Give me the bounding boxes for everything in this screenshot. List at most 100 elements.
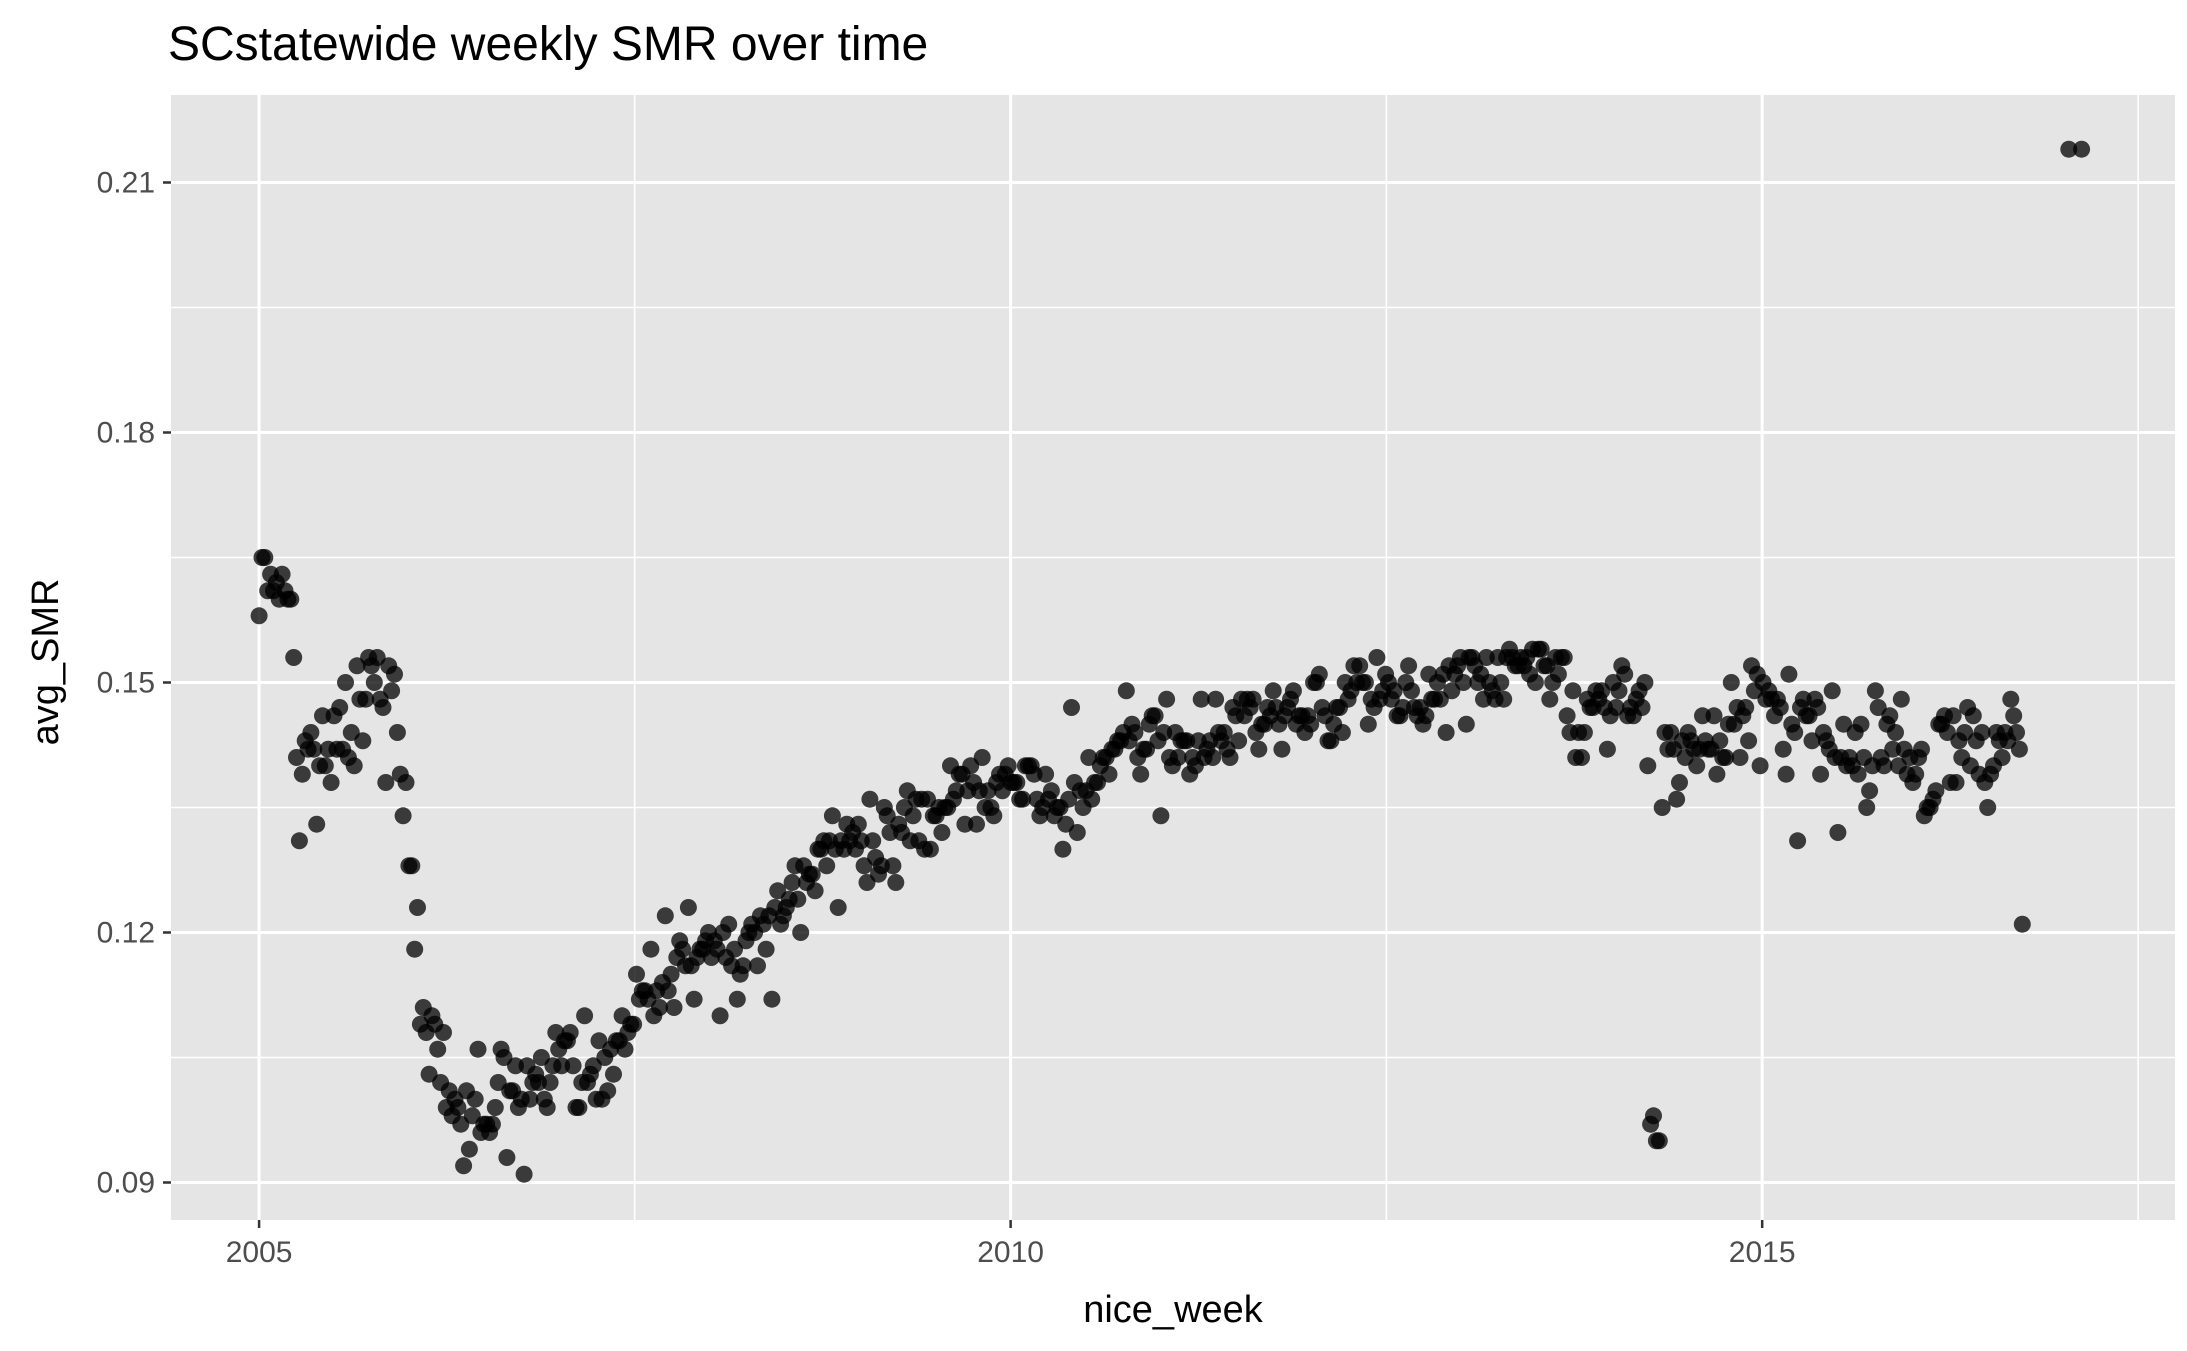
data-point xyxy=(1913,740,1930,758)
data-point xyxy=(1400,657,1418,675)
data-point xyxy=(290,832,308,850)
data-point xyxy=(1892,690,1910,708)
data-point xyxy=(642,940,660,958)
data-point xyxy=(1737,699,1755,716)
data-point xyxy=(1250,740,1268,758)
data-point xyxy=(1711,732,1729,750)
data-point xyxy=(968,815,985,833)
data-point xyxy=(331,699,349,716)
data-point xyxy=(1979,799,1997,816)
data-point xyxy=(1192,690,1210,708)
data-point xyxy=(1573,749,1590,766)
y-tick-label: 0.18 xyxy=(97,417,155,450)
data-point xyxy=(2008,724,2025,741)
data-point xyxy=(1273,740,1291,758)
data-point xyxy=(783,874,801,891)
data-point xyxy=(455,1157,473,1175)
data-point xyxy=(864,832,882,850)
data-point xyxy=(561,1024,579,1041)
data-point xyxy=(1564,682,1582,700)
data-point xyxy=(1368,649,1386,666)
data-point xyxy=(374,699,392,716)
data-point xyxy=(685,990,703,1008)
data-point xyxy=(1359,715,1377,733)
y-tick-label: 0.21 xyxy=(97,167,155,200)
data-point xyxy=(1907,765,1925,783)
data-point xyxy=(1688,757,1706,775)
data-point xyxy=(1117,682,1135,700)
data-point xyxy=(1774,740,1792,758)
data-point xyxy=(302,724,320,741)
data-point xyxy=(354,732,372,750)
data-point xyxy=(999,757,1017,775)
data-point xyxy=(538,1099,556,1116)
data-point xyxy=(377,774,395,791)
data-point xyxy=(599,1082,617,1100)
data-point xyxy=(1789,832,1807,850)
data-point xyxy=(1973,724,1991,741)
data-point xyxy=(1284,682,1302,700)
data-point xyxy=(861,790,879,808)
data-point xyxy=(1158,690,1176,708)
data-point xyxy=(1668,790,1686,808)
data-point xyxy=(1230,732,1248,750)
data-point xyxy=(1645,1107,1662,1125)
data-point xyxy=(515,1165,533,1183)
x-axis: 2005 2010 2015 xyxy=(226,1220,1796,1269)
data-point xyxy=(1549,665,1567,683)
data-point xyxy=(749,957,766,975)
x-tick-label: 2010 xyxy=(977,1236,1044,1269)
major-gridlines xyxy=(171,95,2175,1220)
data-point xyxy=(1639,757,1657,775)
data-point xyxy=(1054,840,1072,858)
y-axis: 0.09 0.12 0.15 0.18 0.21 xyxy=(97,167,171,1200)
plot-panel xyxy=(171,95,2175,1220)
y-axis-title: avg_SMR xyxy=(25,579,67,746)
data-point xyxy=(803,865,821,883)
data-point xyxy=(1650,1132,1668,1150)
data-point xyxy=(256,549,274,566)
data-point xyxy=(1927,782,1945,800)
data-point xyxy=(1777,765,1795,783)
data-point xyxy=(1403,682,1420,700)
data-point xyxy=(1944,707,1962,725)
data-point xyxy=(1244,690,1262,708)
data-point xyxy=(789,890,807,908)
x-tick-label: 2015 xyxy=(1729,1236,1796,1269)
data-point xyxy=(388,724,406,741)
data-point xyxy=(849,815,867,833)
data-point xyxy=(1636,674,1654,691)
data-point xyxy=(1008,774,1026,791)
x-tick-label: 2005 xyxy=(226,1236,293,1269)
data-point xyxy=(1858,799,1876,816)
data-point xyxy=(337,674,354,691)
data-point xyxy=(1063,699,1080,716)
data-point xyxy=(469,1040,487,1058)
data-point xyxy=(1492,674,1510,691)
data-point xyxy=(1708,765,1726,783)
data-point xyxy=(498,1149,516,1166)
data-point xyxy=(1823,682,1841,700)
data-point xyxy=(1126,724,1144,741)
data-point xyxy=(460,1140,478,1158)
data-point xyxy=(403,857,421,875)
data-point xyxy=(1014,790,1032,808)
data-point xyxy=(1887,724,1904,741)
y-tick-label: 0.12 xyxy=(97,917,155,950)
data-point xyxy=(564,1057,582,1075)
data-point xyxy=(1454,674,1472,691)
data-point xyxy=(2013,915,2031,933)
data-point xyxy=(1861,782,1879,800)
data-point xyxy=(1653,799,1671,816)
data-point xyxy=(1351,657,1369,675)
data-point xyxy=(1042,782,1060,800)
data-point xyxy=(285,649,303,666)
data-point xyxy=(625,1015,643,1033)
data-point xyxy=(973,749,991,766)
data-point xyxy=(1068,824,1086,841)
data-point xyxy=(1356,674,1374,691)
data-point xyxy=(1633,699,1651,716)
data-point xyxy=(1671,774,1688,791)
data-point xyxy=(305,740,323,758)
data-point xyxy=(605,1065,622,1083)
